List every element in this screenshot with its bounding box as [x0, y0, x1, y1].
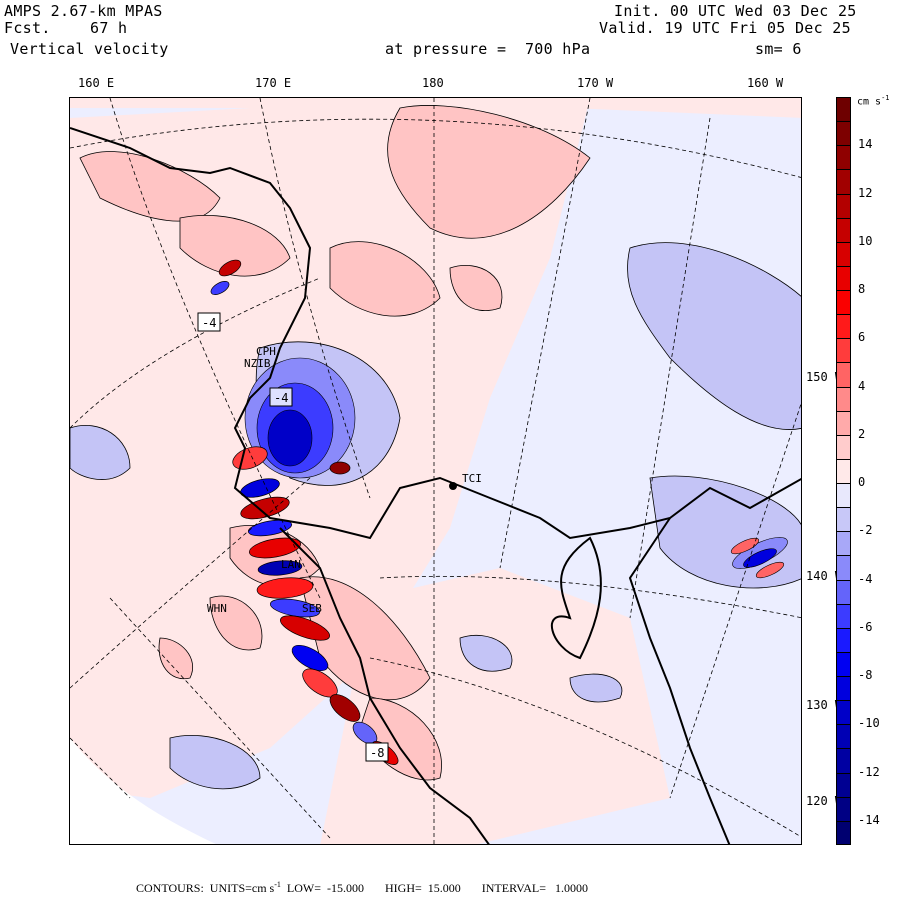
colorbar-segment	[836, 555, 851, 581]
map-field: CPH NZIB LAN WHN SEB TCI -4 -4 -8	[70, 98, 801, 844]
colorbar-segment	[836, 265, 851, 291]
colorbar-tick-label: 2	[858, 426, 866, 441]
station-label-seb: SEB	[302, 602, 322, 615]
colorbar-segment	[836, 338, 851, 363]
contour-units: CONTOURS: UNITS=cm s	[136, 881, 275, 895]
lon-label-180: 180	[422, 76, 444, 90]
contour-low: LOW= -15.000	[286, 881, 364, 895]
colorbar-segment	[836, 410, 851, 436]
contour-high: HIGH= 15.000	[385, 881, 461, 895]
forecast-label: Fcst.	[4, 19, 51, 37]
colorbar-segment	[836, 458, 851, 484]
colorbar-segment	[836, 145, 851, 170]
colorbar-tick-label: 6	[858, 330, 866, 345]
colorbar-tick-label: -10	[858, 716, 880, 731]
init-time: Init. 00 UTC Wed 03 Dec 25	[614, 2, 857, 20]
coastline	[70, 127, 801, 844]
colorbar-segment	[836, 507, 851, 532]
colorbar-segment	[836, 676, 851, 701]
colorbar-tick-label: -4	[858, 571, 873, 586]
colorbar-segment	[836, 434, 851, 460]
lon-label-160w: 160 W	[747, 76, 784, 90]
lon-label-170e: 170 E	[255, 76, 292, 90]
colorbar-segment	[836, 241, 851, 267]
colorbar-tick-label: -8	[858, 668, 873, 683]
colorbar-segment	[836, 193, 851, 219]
colorbar-segment	[836, 579, 851, 605]
colorbar-tick-label: 4	[858, 378, 866, 393]
colorbar-segment	[836, 386, 851, 412]
colorbar-tick-label: -6	[858, 619, 873, 634]
colorbar-segment	[836, 627, 851, 653]
colorbar-segment	[836, 603, 851, 629]
pressure-level: at pressure = 700 hPa	[385, 40, 591, 58]
lon-label-160e: 160 E	[78, 76, 115, 90]
station-label-cph: CPH	[256, 345, 276, 358]
colorbar-segment	[836, 121, 851, 146]
smoothing: sm= 6	[755, 40, 802, 58]
extremum-label: -4	[202, 316, 216, 330]
extremum-box: -4	[197, 312, 221, 332]
colorbar-segment	[836, 748, 851, 774]
station-marker-tci	[449, 482, 457, 490]
graticule	[70, 98, 801, 844]
vertical-velocity-map: CPH NZIB LAN WHN SEB TCI -4 -4 -8	[69, 97, 802, 845]
colorbar-segment	[836, 362, 851, 388]
station-label-tci: TCI	[462, 472, 482, 485]
station-label-nzib: NZIB	[244, 357, 271, 370]
colorbar-segment	[836, 700, 851, 725]
model-title: AMPS 2.67-km MPAS	[4, 2, 163, 20]
right-wave-feature	[730, 537, 788, 579]
lon-label-170w: 170 W	[577, 76, 614, 90]
station-label-whn: WHN	[207, 602, 227, 615]
colorbar-tick-label: 14	[858, 137, 873, 152]
colorbar-tick-label: -12	[858, 764, 880, 779]
colorbar-tick-label: 12	[858, 185, 873, 200]
colorbar-units: cm s-1	[857, 94, 890, 107]
colorbar-units-exponent: -1	[881, 94, 890, 102]
valid-time: Valid. 19 UTC Fri 05 Dec 25	[599, 19, 851, 37]
colorbar-units-text: cm s	[857, 96, 882, 108]
colorbar-tick-label: 10	[858, 233, 873, 248]
no-data-region	[70, 738, 216, 844]
colorbar-tick-label: 0	[858, 475, 866, 490]
colorbar	[836, 97, 851, 845]
station-label-lan: LAN	[281, 558, 301, 571]
colorbar-tick-label: -2	[858, 523, 873, 538]
extremum-box: -4	[269, 387, 293, 407]
colorbar-segment	[836, 531, 851, 556]
colorbar-segment	[836, 217, 851, 243]
extremum-label: -8	[370, 746, 384, 760]
colorbar-segment	[836, 483, 851, 508]
colorbar-tick-label: -14	[858, 812, 880, 827]
field-name: Vertical velocity	[10, 40, 169, 58]
colorbar-segment	[836, 290, 851, 315]
colorbar-segment	[836, 724, 851, 749]
contour-units-exponent: -1	[274, 880, 281, 889]
forecast-hour: 67 h	[90, 19, 128, 37]
colorbar-segment	[836, 772, 851, 798]
extremum-label: -4	[274, 391, 288, 405]
colorbar-segment	[836, 169, 851, 194]
contour-interval: INTERVAL= 1.0000	[481, 881, 589, 895]
colorbar-segment	[836, 651, 851, 677]
colorbar-segment	[836, 820, 851, 845]
extremum-box: -8	[365, 742, 389, 762]
colorbar-segment	[836, 314, 851, 339]
colorbar-tick-label: 8	[858, 282, 866, 297]
colorbar-segment	[836, 796, 851, 822]
contour-info: CONTOURS: UNITS=cm s-1 LOW= -15.000 HIGH…	[136, 880, 588, 896]
colorbar-segment	[836, 97, 851, 122]
